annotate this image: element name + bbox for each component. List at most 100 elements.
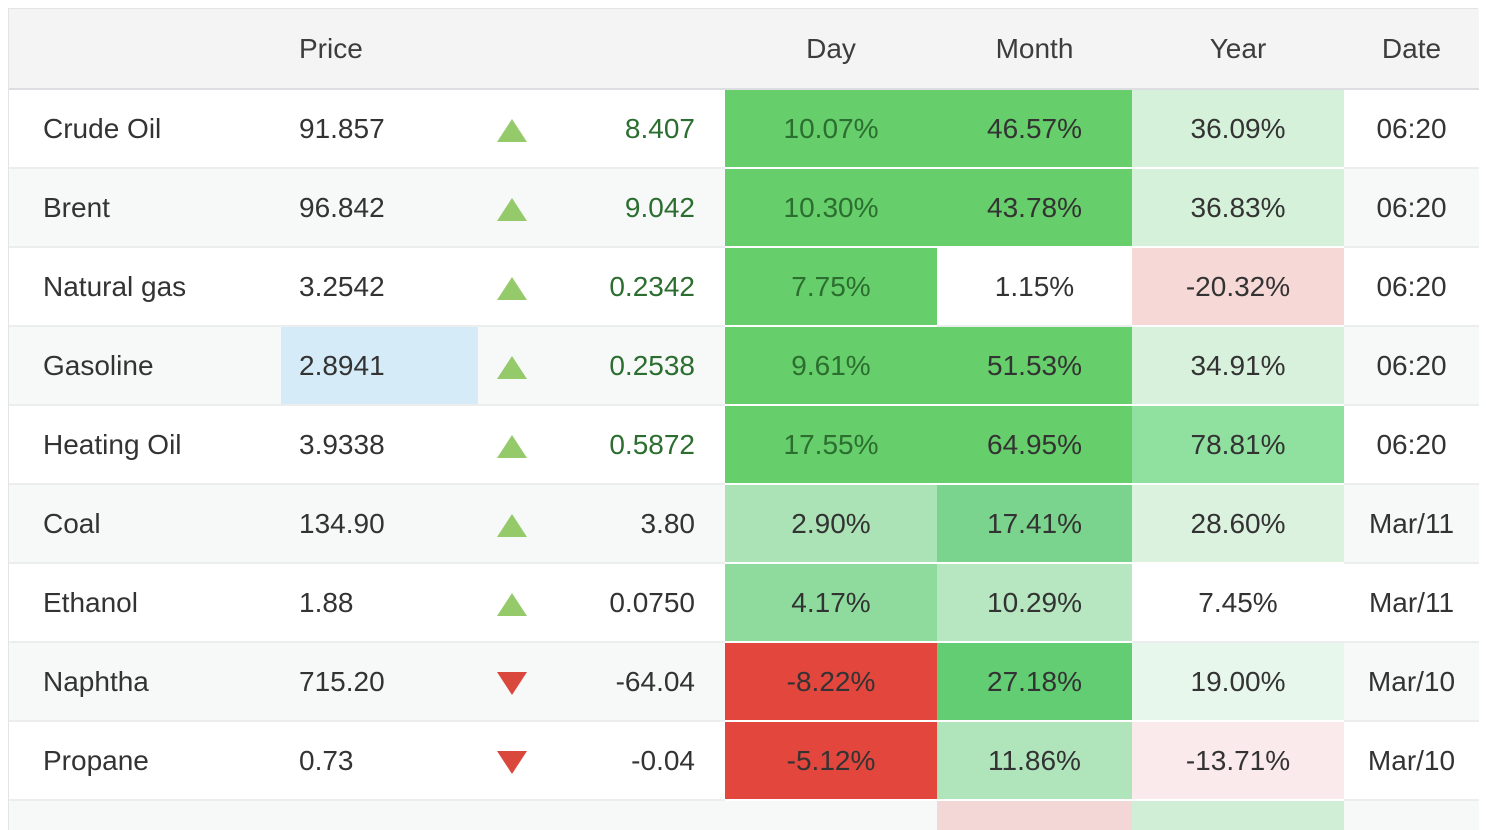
table-row: Ethanol 1.88 0.0750 4.17% 10.29% 7.45% M… — [9, 563, 1479, 643]
arrow-cell — [478, 800, 546, 830]
arrow-cell — [478, 484, 546, 564]
day-cell: 4.17% — [725, 563, 937, 643]
day-cell: 17.55% — [725, 405, 937, 485]
price-cell — [281, 800, 478, 830]
price-cell: 91.857 — [281, 89, 478, 169]
change-arrow-icon — [497, 513, 527, 537]
price-cell: 715.20 — [281, 642, 478, 722]
header-year: Year — [1132, 9, 1344, 90]
date-cell: 06:20 — [1344, 89, 1479, 169]
date-cell: Mar/10 — [1344, 721, 1479, 801]
change-arrow-icon — [497, 197, 527, 221]
day-cell: 10.07% — [725, 89, 937, 169]
commodities-table-container: Price Day Month Year Date Crude Oil 91.8… — [8, 8, 1479, 830]
year-cell: -13.71% — [1132, 721, 1344, 801]
header-arrow-spacer — [478, 9, 546, 90]
table-row: Propane 0.73 -0.04 -5.12% 11.86% -13.71%… — [9, 721, 1479, 801]
table-row: Naphtha 715.20 -64.04 -8.22% 27.18% 19.0… — [9, 642, 1479, 722]
year-cell: 19.00% — [1132, 642, 1344, 722]
day-cell: 7.75% — [725, 247, 937, 327]
header-row: Price Day Month Year Date — [9, 9, 1479, 90]
change-arrow-icon — [497, 592, 527, 616]
commodity-name-link[interactable]: Propane — [9, 721, 281, 801]
price-cell: 1.88 — [281, 563, 478, 643]
year-cell — [1132, 800, 1344, 830]
date-cell: 06:20 — [1344, 168, 1479, 248]
price-cell: 2.8941 — [281, 326, 478, 406]
commodity-name-link[interactable]: Naphtha — [9, 642, 281, 722]
month-cell: 10.29% — [937, 563, 1132, 643]
day-cell — [725, 800, 937, 830]
date-cell: Mar/11 — [1344, 563, 1479, 643]
price-cell: 3.2542 — [281, 247, 478, 327]
price-cell: 134.90 — [281, 484, 478, 564]
arrow-cell — [478, 642, 546, 722]
commodity-name-link[interactable]: Coal — [9, 484, 281, 564]
header-price: Price — [281, 9, 478, 90]
arrow-cell — [478, 405, 546, 485]
date-cell: 06:20 — [1344, 247, 1479, 327]
year-cell: 28.60% — [1132, 484, 1344, 564]
month-cell — [937, 800, 1132, 830]
header-month: Month — [937, 9, 1132, 90]
commodity-name-link[interactable] — [9, 800, 281, 830]
commodity-name-link[interactable]: Brent — [9, 168, 281, 248]
day-cell: 9.61% — [725, 326, 937, 406]
commodity-name-link[interactable]: Natural gas — [9, 247, 281, 327]
change-value: 3.80 — [546, 484, 725, 564]
date-cell: 06:20 — [1344, 405, 1479, 485]
change-value: 0.5872 — [546, 405, 725, 485]
change-value: -0.04 — [546, 721, 725, 801]
arrow-cell — [478, 89, 546, 169]
day-cell: 2.90% — [725, 484, 937, 564]
header-commodity — [9, 9, 281, 90]
month-cell: 1.15% — [937, 247, 1132, 327]
date-cell: Mar/11 — [1344, 484, 1479, 564]
change-value: 0.2538 — [546, 326, 725, 406]
price-cell: 0.73 — [281, 721, 478, 801]
header-day: Day — [725, 9, 937, 90]
month-cell: 27.18% — [937, 642, 1132, 722]
price-cell: 96.842 — [281, 168, 478, 248]
year-cell: 36.83% — [1132, 168, 1344, 248]
change-value: -64.04 — [546, 642, 725, 722]
change-value: 9.042 — [546, 168, 725, 248]
price-cell: 3.9338 — [281, 405, 478, 485]
year-cell: 34.91% — [1132, 326, 1344, 406]
day-cell: 10.30% — [725, 168, 937, 248]
change-arrow-icon — [497, 118, 527, 142]
change-arrow-icon — [497, 671, 527, 695]
arrow-cell — [478, 168, 546, 248]
year-cell: 36.09% — [1132, 89, 1344, 169]
table-header: Price Day Month Year Date — [9, 9, 1479, 90]
header-date: Date — [1344, 9, 1479, 90]
month-cell: 43.78% — [937, 168, 1132, 248]
arrow-cell — [478, 563, 546, 643]
arrow-cell — [478, 721, 546, 801]
month-cell: 17.41% — [937, 484, 1132, 564]
header-change-spacer — [546, 9, 725, 90]
commodity-name-link[interactable]: Heating Oil — [9, 405, 281, 485]
date-cell — [1344, 800, 1479, 830]
year-cell: -20.32% — [1132, 247, 1344, 327]
change-arrow-icon — [497, 750, 527, 774]
date-cell: Mar/10 — [1344, 642, 1479, 722]
month-cell: 64.95% — [937, 405, 1132, 485]
year-cell: 7.45% — [1132, 563, 1344, 643]
day-cell: -8.22% — [725, 642, 937, 722]
month-cell: 51.53% — [937, 326, 1132, 406]
change-value — [546, 800, 725, 830]
table-row — [9, 800, 1479, 830]
change-arrow-icon — [497, 276, 527, 300]
table-row: Coal 134.90 3.80 2.90% 17.41% 28.60% Mar… — [9, 484, 1479, 564]
year-cell: 78.81% — [1132, 405, 1344, 485]
commodity-name-link[interactable]: Crude Oil — [9, 89, 281, 169]
commodity-name-link[interactable]: Gasoline — [9, 326, 281, 406]
arrow-cell — [478, 247, 546, 327]
commodity-name-link[interactable]: Ethanol — [9, 563, 281, 643]
month-cell: 46.57% — [937, 89, 1132, 169]
table-row: Gasoline 2.8941 0.2538 9.61% 51.53% 34.9… — [9, 326, 1479, 406]
change-arrow-icon — [497, 355, 527, 379]
change-arrow-icon — [497, 434, 527, 458]
table-row: Crude Oil 91.857 8.407 10.07% 46.57% 36.… — [9, 89, 1479, 169]
